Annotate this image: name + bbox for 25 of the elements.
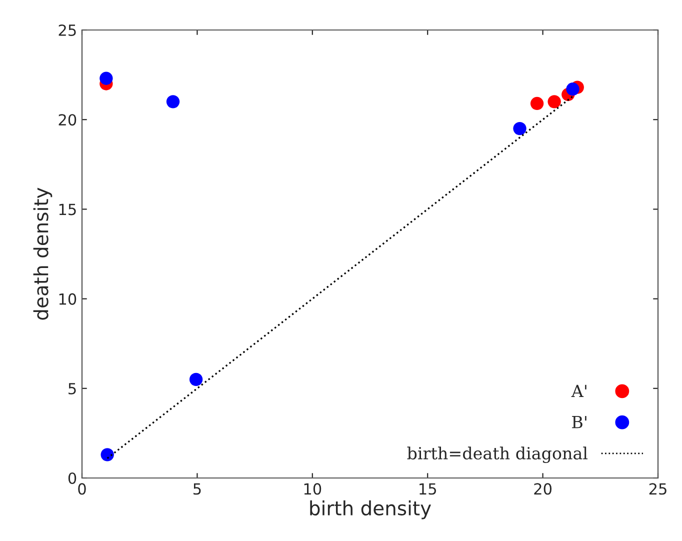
x-tick-label: 25 [649,483,666,495]
x-tick-label: 10 [304,483,322,495]
y-tick-label: 0 [68,472,76,484]
y-tick-label: 10 [59,293,76,305]
point [189,372,203,386]
x-tick-label: 20 [534,483,552,495]
point [100,72,113,85]
point [166,95,180,108]
point [513,122,526,136]
point [100,448,114,462]
legend-label: birth=death diagonal [407,446,588,463]
y-tick-label: 25 [58,24,76,36]
point [548,95,561,108]
x-axis-title: birth density [310,500,431,520]
x-tick-label: 0 [78,483,86,495]
y-tick-label: 15 [59,204,76,216]
x-tick-label: 15 [420,483,436,495]
legend-label: B' [572,416,586,428]
legend-label: A' [571,384,586,398]
point [530,96,544,110]
x-tick-label: 5 [194,483,201,495]
y-tick-label: 20 [58,114,76,126]
y-axis-title: death density [33,188,52,320]
y-tick-label: 5 [68,383,76,394]
point [566,82,580,96]
